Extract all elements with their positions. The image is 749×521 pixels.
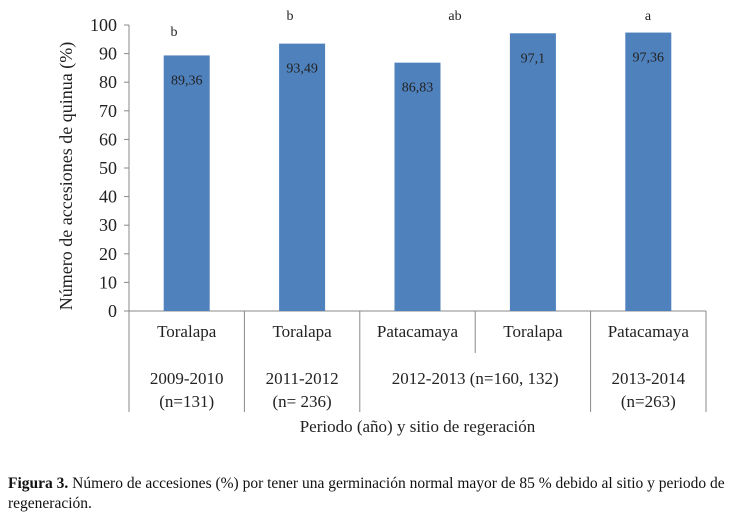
period-label: 2013-2014 xyxy=(611,369,685,388)
significance-letter: ab xyxy=(448,9,461,24)
bar xyxy=(279,43,326,312)
category-label: Patacamaya xyxy=(377,322,459,341)
y-axis-title: Número de accesiones de quinua (%) xyxy=(56,42,77,310)
bar xyxy=(509,33,556,311)
y-tick-label: 0 xyxy=(108,301,117,321)
sample-size-label: (n= 236) xyxy=(273,392,332,411)
caption-label: Figura 3. xyxy=(8,475,69,492)
period-label: 2011-2012 xyxy=(266,369,339,388)
data-label: 93,49 xyxy=(286,62,318,77)
significance-letter: b xyxy=(287,9,294,24)
sample-size-label: (n=263) xyxy=(621,392,676,411)
data-label: 89,36 xyxy=(171,73,203,88)
caption-text: Número de accesiones (%) por tener una g… xyxy=(8,475,725,512)
category-label: Toralapa xyxy=(157,322,217,341)
data-label: 97,1 xyxy=(521,51,546,66)
significance-letter: b xyxy=(171,25,178,40)
bar-chart: 0 10 20 30 40 50 60 70 80 90 100 Número de accesion… xyxy=(56,9,707,436)
bar xyxy=(394,62,441,311)
category-label: Patacamaya xyxy=(608,322,690,341)
y-tick-label: 20 xyxy=(99,244,117,264)
sample-size-label: (n=131) xyxy=(159,392,214,411)
period-label: 2012-2013 (n=160, 132) xyxy=(392,369,559,388)
y-tick-label: 60 xyxy=(99,129,117,149)
category-label: Toralapa xyxy=(272,322,332,341)
y-tick-label: 70 xyxy=(99,101,117,121)
bar xyxy=(163,55,210,311)
y-tick-label: 30 xyxy=(99,215,117,235)
y-tick-label: 50 xyxy=(99,158,117,178)
figure-caption: Figura 3. Número de accesiones (%) por t… xyxy=(8,474,748,514)
y-tick-label: 40 xyxy=(99,187,117,207)
data-label: 86,83 xyxy=(402,81,434,96)
period-label: 2009-2010 xyxy=(150,369,224,388)
bar xyxy=(625,32,672,311)
category-label: Toralapa xyxy=(503,322,563,341)
y-tick-label: 90 xyxy=(99,44,117,64)
y-tick-label: 10 xyxy=(99,272,117,292)
x-axis-title: Periodo (año) y sitio de regeración xyxy=(300,417,536,436)
significance-letter: a xyxy=(645,9,652,24)
y-tick-label: 100 xyxy=(90,15,117,35)
y-tick-label: 80 xyxy=(99,72,117,92)
data-label: 97,36 xyxy=(633,51,665,66)
